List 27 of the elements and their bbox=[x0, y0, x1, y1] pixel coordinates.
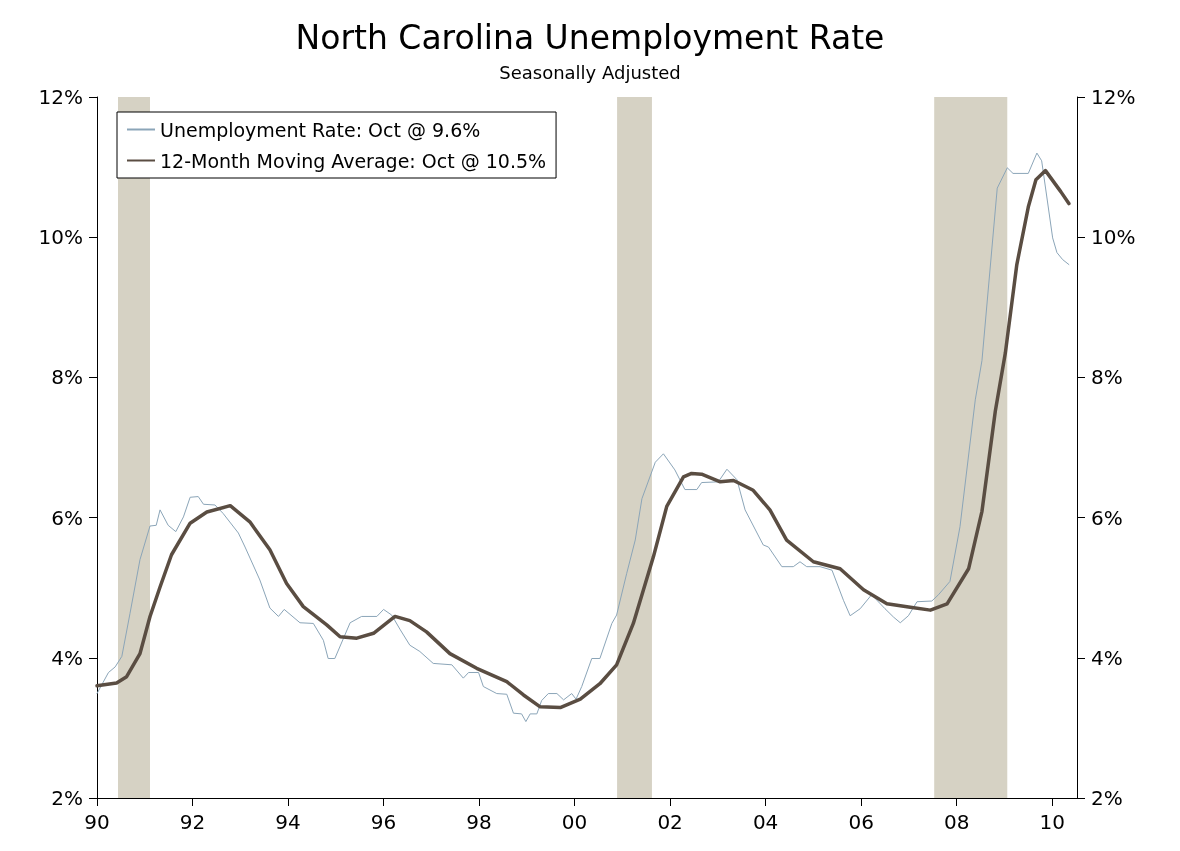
y-tick-label: 8% bbox=[51, 365, 83, 390]
y2-tick-label: 2% bbox=[1091, 786, 1123, 810]
x-tick-label: 06 bbox=[848, 810, 874, 834]
x-tick-label: 08 bbox=[943, 810, 970, 834]
x-tick-label: 92 bbox=[179, 810, 206, 834]
y-tick-label: 4% bbox=[51, 645, 83, 670]
legend-label: 12-Month Moving Average: Oct @ 10.5% bbox=[160, 149, 547, 172]
x-tick-label: 90 bbox=[84, 810, 110, 834]
y-tick-label: 6% bbox=[51, 505, 83, 530]
x-tick-label: 10 bbox=[1039, 810, 1065, 834]
y-tick-label: 10% bbox=[38, 225, 83, 250]
y2-tick-label: 6% bbox=[1091, 505, 1123, 530]
x-tick-label: 00 bbox=[561, 810, 588, 834]
y2-tick-label: 12% bbox=[1091, 85, 1136, 109]
legend-label: Unemployment Rate: Oct @ 9.6% bbox=[160, 118, 481, 141]
x-tick-label: 02 bbox=[657, 810, 683, 834]
chart-subtitle: Seasonally Adjusted bbox=[499, 61, 681, 83]
chart-title: North Carolina Unemployment Rate bbox=[295, 18, 885, 57]
x-tick-label: 98 bbox=[466, 810, 492, 834]
y2-tick-label: 4% bbox=[1091, 645, 1123, 670]
x-tick-label: 96 bbox=[370, 810, 397, 834]
y2-tick-label: 10% bbox=[1091, 225, 1136, 250]
y2-tick-label: 8% bbox=[1091, 365, 1123, 390]
y-tick-label: 2% bbox=[51, 786, 83, 810]
x-tick-label: 94 bbox=[275, 810, 301, 834]
x-tick-label: 04 bbox=[752, 810, 779, 834]
y-tick-label: 12% bbox=[38, 85, 83, 109]
